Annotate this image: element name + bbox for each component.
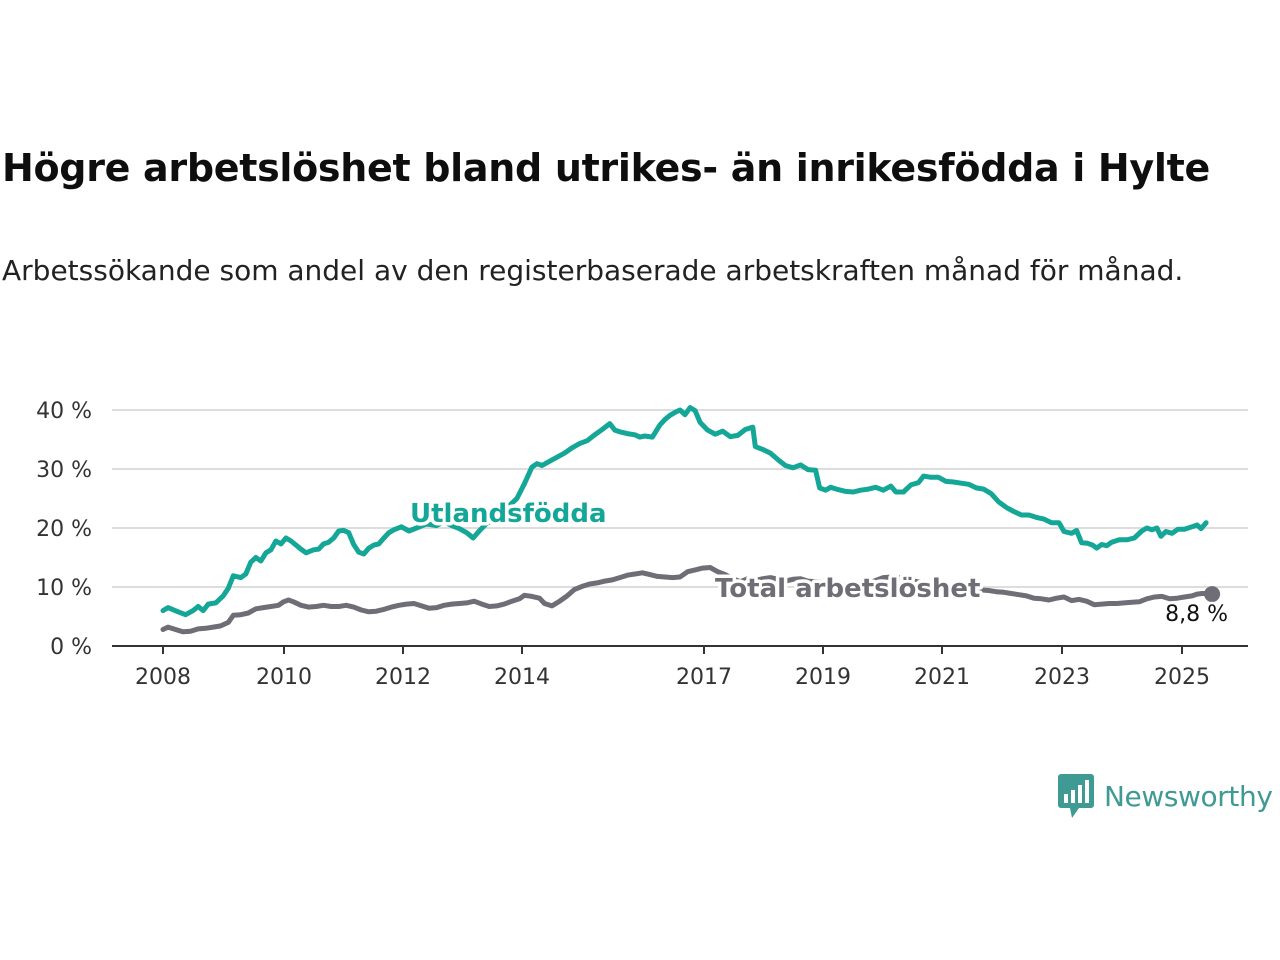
- series-lines: [160, 405, 1211, 635]
- y-axis: 0 % 10 % 20 % 30 % 40 %: [36, 399, 92, 660]
- brand-name: Newsworthy: [1104, 779, 1273, 813]
- series-line-total: [160, 565, 1211, 635]
- series-label-total: Total arbetslöshet: [715, 574, 980, 604]
- chart-subtitle: Arbetssökande som andel av den registerb…: [2, 254, 1184, 287]
- x-axis: 2008 2010 2012 2014 2017 2019 2021 2023 2025: [112, 645, 1248, 690]
- gridlines: [112, 409, 1248, 588]
- y-tick-label: 30 %: [36, 458, 92, 483]
- y-tick-label: 20 %: [36, 517, 92, 542]
- y-tick-label: 40 %: [36, 399, 92, 424]
- series-labels: Utlandsfödda Total arbetslöshet 8,8 %: [407, 496, 1231, 630]
- x-tick-label: 2014: [494, 665, 550, 690]
- series-label-utlandsfodda: Utlandsfödda: [410, 499, 607, 529]
- chart-title: Högre arbetslöshet bland utrikes- än inr…: [2, 146, 1210, 190]
- brand: Newsworthy: [1058, 773, 1273, 819]
- newsworthy-logo-icon: [1058, 774, 1094, 818]
- y-tick-label: 0 %: [50, 635, 92, 660]
- end-value-label: 8,8 %: [1165, 602, 1228, 627]
- x-tick-label: 2023: [1034, 665, 1090, 690]
- x-tick-label: 2025: [1154, 665, 1210, 690]
- x-tick-label: 2019: [795, 665, 851, 690]
- end-point-marker: [1204, 586, 1221, 603]
- x-tick-label: 2008: [135, 665, 191, 690]
- x-tick-label: 2010: [256, 665, 312, 690]
- x-tick-label: 2021: [914, 665, 970, 690]
- series-line-utlandsfodda: [160, 405, 1209, 618]
- x-tick-label: 2012: [375, 665, 431, 690]
- x-tick-label: 2017: [676, 665, 732, 690]
- y-tick-label: 10 %: [36, 576, 92, 601]
